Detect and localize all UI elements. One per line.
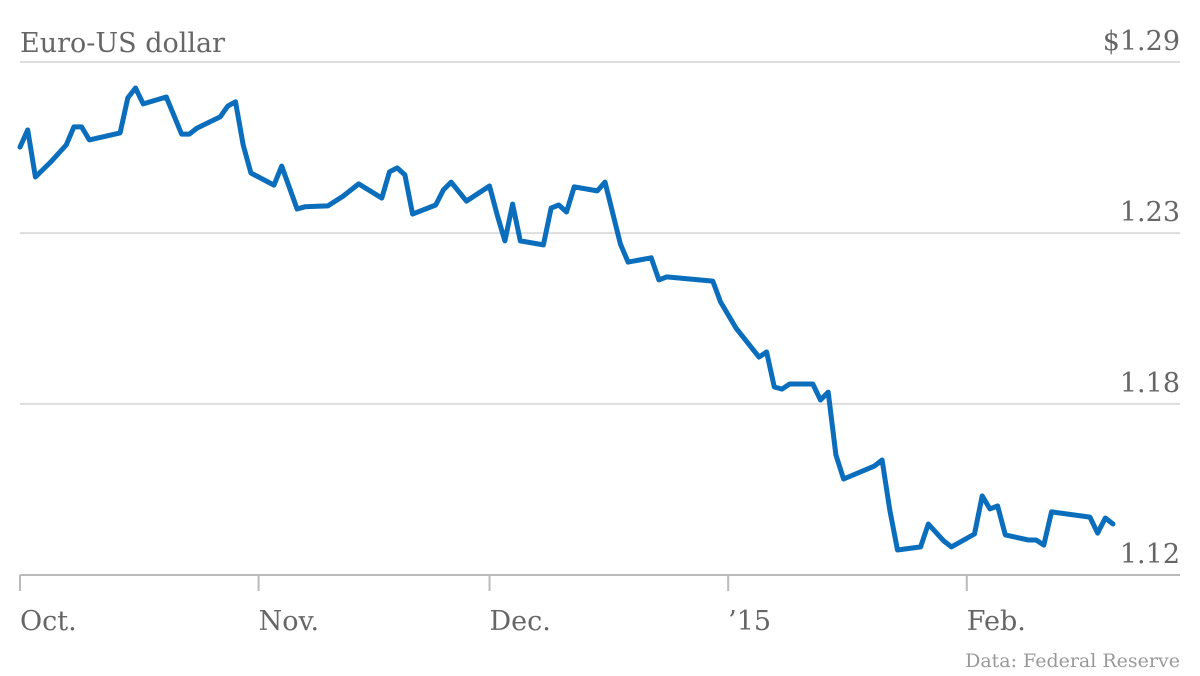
y-tick-label: 1.23 [1120, 197, 1180, 228]
line [17, 85, 1116, 553]
x-tick-label: Feb. [967, 606, 1026, 637]
y-tick-label: 1.18 [1120, 368, 1180, 399]
x-tick-label: Oct. [20, 606, 77, 637]
source: Data: Federal Reserve [965, 650, 1180, 672]
x-tick-label: Nov. [259, 606, 320, 637]
y-tick-label: $1.29 [1103, 26, 1180, 57]
x-tick-label: Dec. [490, 606, 551, 637]
x-tick-label: ’15 [728, 606, 771, 637]
chart-title: Euro-US dollar [20, 28, 225, 59]
y-tick-label: 1.12 [1120, 539, 1180, 570]
